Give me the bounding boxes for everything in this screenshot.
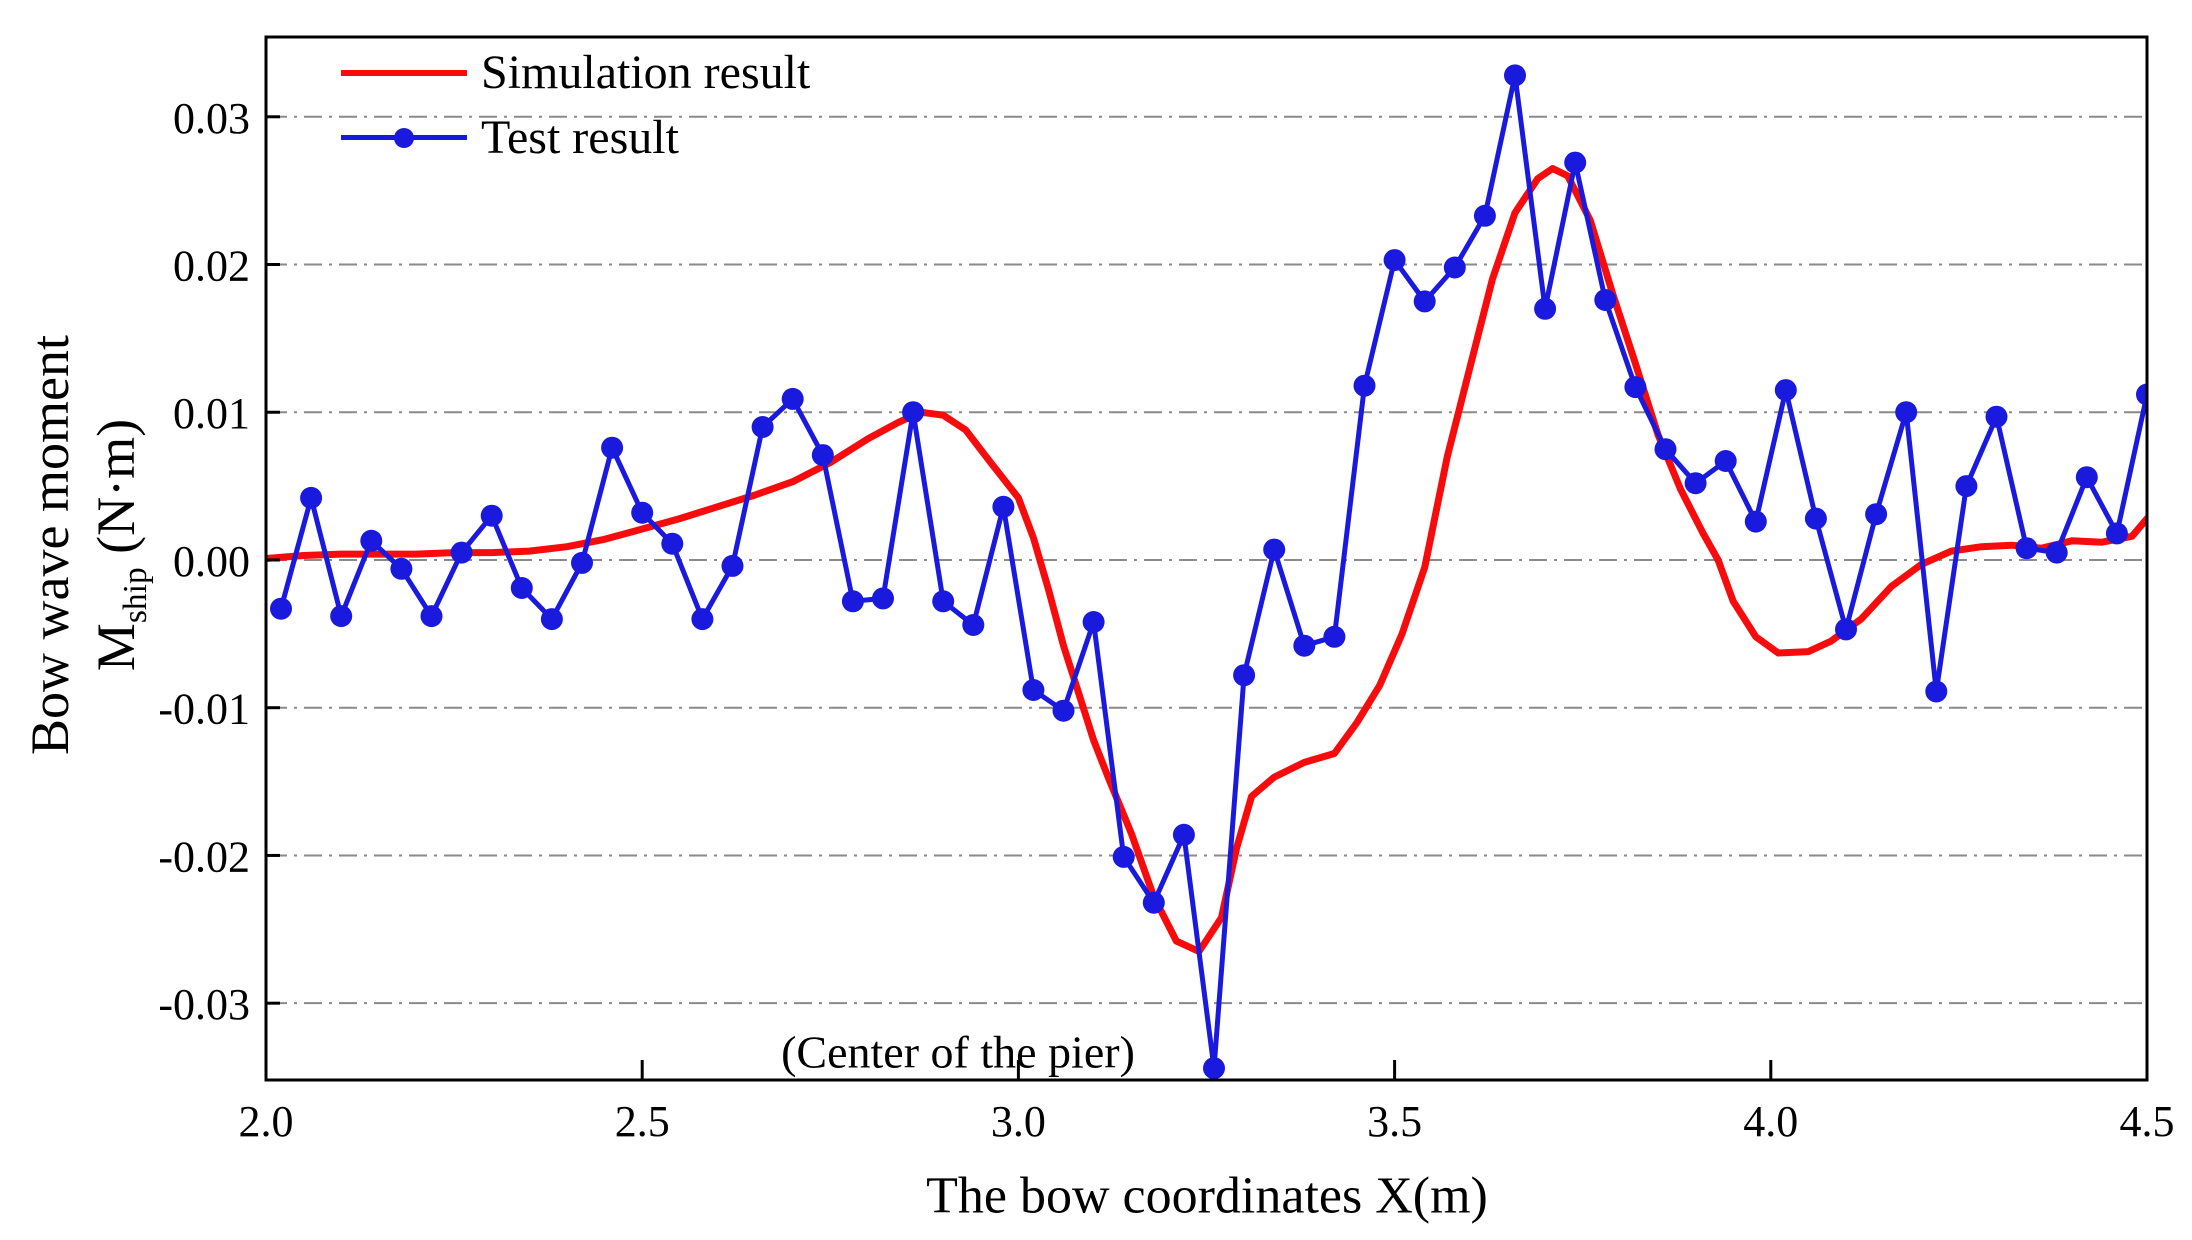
test-marker	[2105, 522, 2128, 545]
test-marker	[360, 529, 383, 552]
test-marker	[1263, 538, 1286, 561]
test-marker	[270, 597, 292, 620]
test-marker	[1504, 64, 1526, 87]
test-marker	[2136, 383, 2147, 406]
test-marker	[962, 614, 985, 636]
test-marker	[1804, 507, 1827, 530]
test-marker	[1473, 204, 1496, 227]
test-marker	[1082, 611, 1105, 633]
x-tick-label: 2.5	[615, 1097, 670, 1146]
test-marker	[450, 541, 473, 564]
series-group	[266, 64, 2147, 1080]
test-marker	[1233, 664, 1256, 687]
y-tick-label: 0.03	[173, 94, 250, 143]
test-marker	[811, 444, 834, 467]
test-marker	[601, 436, 624, 459]
test-marker	[1895, 401, 1918, 424]
test-marker-icon	[394, 127, 414, 148]
y-tick-label: 0.00	[173, 537, 250, 586]
y-tick-label: 0.02	[173, 242, 250, 291]
test-marker	[1172, 823, 1195, 846]
test-marker	[390, 557, 413, 580]
test-marker	[2045, 541, 2068, 564]
test-line-icon	[341, 127, 467, 148]
test-marker	[1985, 405, 2008, 428]
test-marker	[1353, 374, 1376, 397]
simulation-line-sample	[341, 69, 467, 76]
y-axis-title-symbol: M	[86, 623, 146, 672]
legend-item-test: Test result	[341, 105, 810, 170]
y-tick-label: -0.01	[158, 685, 250, 734]
test-marker	[510, 577, 533, 599]
test-marker	[872, 587, 894, 610]
legend-label-simulation: Simulation result	[481, 45, 811, 99]
test-marker	[841, 590, 864, 613]
test-marker	[420, 605, 443, 628]
test-marker	[1624, 376, 1647, 399]
test-marker	[2015, 537, 2038, 560]
test-marker	[480, 504, 503, 527]
x-tick-label: 3.5	[1367, 1097, 1422, 1146]
y-axis-title-line1: Bow wave moment	[20, 335, 80, 755]
test-marker	[781, 387, 804, 410]
test-marker	[932, 590, 955, 613]
test-marker	[902, 401, 925, 424]
test-marker	[1744, 510, 1767, 533]
test-marker	[330, 605, 353, 628]
test-marker	[571, 551, 593, 574]
y-axis-title-subscript: ship	[116, 567, 154, 624]
test-marker	[1293, 634, 1316, 657]
x-axis-title: The bow coordinates X(m)	[926, 1167, 1488, 1225]
x-tick-label: 2.0	[239, 1097, 294, 1146]
test-marker	[1534, 297, 1557, 320]
test-marker	[661, 532, 684, 555]
test-marker	[1714, 450, 1737, 472]
test-marker	[1835, 618, 1857, 641]
test-marker	[1955, 475, 1978, 498]
test-marker	[1383, 249, 1406, 272]
test-marker	[691, 608, 714, 631]
test-marker	[1594, 289, 1617, 311]
test-marker	[721, 554, 744, 577]
test-marker	[1654, 438, 1677, 461]
test-marker	[2075, 466, 2098, 489]
test-curve	[278, 72, 2147, 1071]
x-tick-label: 4.5	[2120, 1097, 2175, 1146]
test-marker	[1323, 625, 1346, 648]
test-marker	[1774, 379, 1797, 402]
test-marker	[1142, 891, 1165, 914]
test-marker	[1865, 503, 1888, 526]
test-marker	[992, 495, 1015, 518]
x-tick-label: 4.0	[1743, 1097, 1798, 1146]
simulation-line-icon	[341, 69, 467, 76]
test-marker	[1413, 290, 1436, 313]
test-marker	[300, 486, 323, 509]
test-marker	[1052, 699, 1075, 722]
x-tick-label: 3.0	[991, 1097, 1046, 1146]
test-marker	[540, 608, 563, 631]
y-axis-title-units: (N·m)	[86, 418, 146, 568]
test-marker	[1203, 1057, 1225, 1080]
test-marker	[1112, 845, 1135, 868]
legend: Simulation result Test result	[341, 40, 810, 170]
test-marker	[1022, 679, 1045, 701]
test-marker	[631, 501, 654, 524]
test-marker	[1443, 256, 1466, 279]
test-marker	[751, 416, 774, 438]
test-marker	[1564, 151, 1587, 174]
y-tick-label: -0.02	[158, 832, 250, 881]
test-marker	[1684, 472, 1707, 495]
test-marker	[1925, 680, 1948, 703]
y-tick-label: 0.01	[173, 389, 250, 438]
legend-item-simulation: Simulation result	[341, 40, 810, 105]
y-axis-title-line2: Mship (N·m)	[86, 418, 154, 672]
test-line-sample	[341, 127, 467, 148]
pier-center-annotation: (Center of the pier)	[781, 1026, 1135, 1078]
y-tick-label: -0.03	[158, 980, 250, 1029]
legend-label-test: Test result	[481, 110, 679, 164]
simulation-curve	[266, 165, 2147, 955]
